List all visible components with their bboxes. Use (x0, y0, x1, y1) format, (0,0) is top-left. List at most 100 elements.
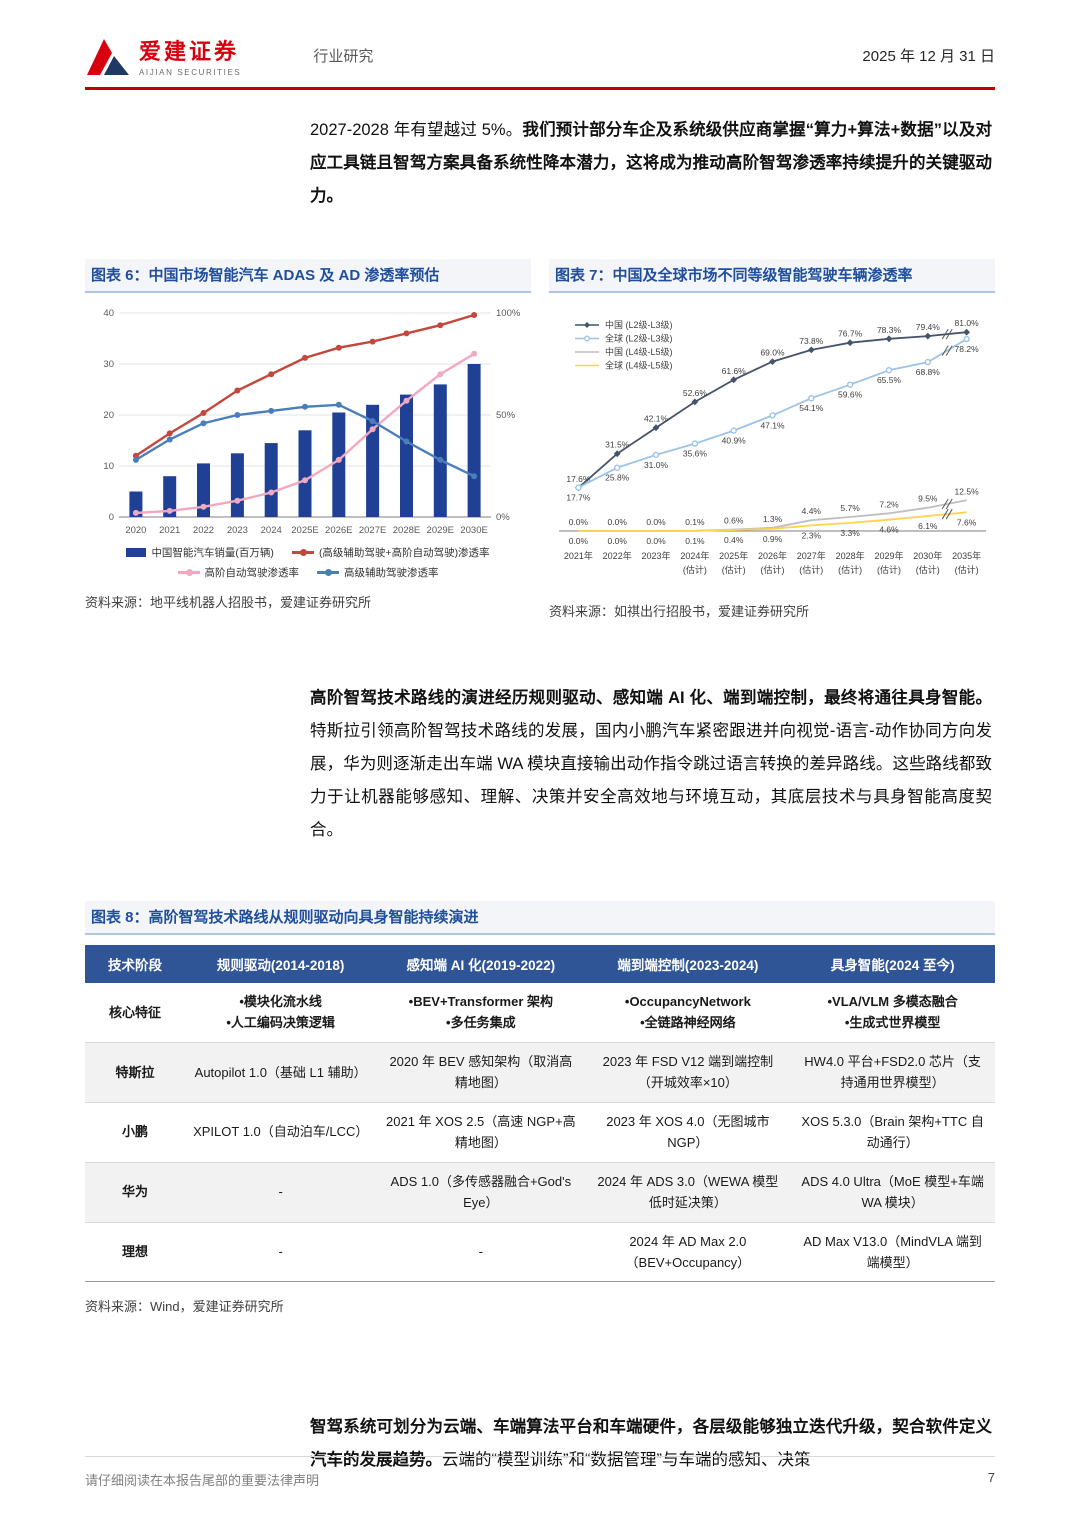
table-cell: HW4.0 平台+FSD2.0 芯片（支持通用世界模型） (790, 1042, 995, 1103)
table-cell-line: •模块化流水线 (239, 994, 322, 1009)
legend-label: 中国智能汽车销量(百万辆) (151, 547, 274, 559)
autonomy-level-penetration-chart: 17.6% 31.5% 42.1% 52.6% 61.6% 69.0% 73.8% 76.7%… (559, 318, 986, 575)
table-cell: - (185, 1222, 377, 1283)
svg-text:2030E: 2030E (460, 525, 487, 536)
brand-name-en: AIJIAN SECURITIES (139, 68, 242, 77)
figure6-legend: 中国智能汽车销量(百万辆) (高级辅助驾驶+高阶自动驾驶)渗透率高阶自动驾驶渗透率… (85, 545, 531, 580)
svg-text:(估计): (估计) (916, 564, 940, 575)
svg-text:0.1%: 0.1% (685, 536, 705, 546)
svg-text:7.2%: 7.2% (879, 499, 899, 509)
svg-text:0.9%: 0.9% (763, 534, 783, 544)
svg-text:2030年: 2030年 (913, 550, 942, 561)
table-cell-line: 2024 年 ADS 3.0（WEWA 模型低时延决策） (597, 1173, 779, 1211)
svg-text:100%: 100% (496, 308, 521, 319)
table-row: 华为 - ADS 1.0（多传感器融合+God's Eye） 2024 年 ADS 3… (85, 1162, 995, 1223)
svg-text:65.5%: 65.5% (877, 375, 902, 385)
table8-source: 资料来源：Wind，爱建证券研究所 (85, 1299, 284, 1315)
svg-text:76.7%: 76.7% (838, 329, 863, 339)
table-cell-line: ADS 4.0 Ultra（MoE 模型+车端 WA 模块） (801, 1173, 984, 1211)
svg-text:2022年: 2022年 (603, 550, 632, 561)
svg-text:42.1%: 42.1% (644, 414, 669, 424)
table-cell: 2021 年 XOS 2.5（高速 NGP+高精地图） (376, 1102, 586, 1163)
body-paragraph-2: 高阶智驾技术路线的演进经历规则驱动、感知端 AI 化、端到端控制，最终将通往具身… (310, 682, 992, 847)
table-cell: ADS 1.0（多传感器融合+God's Eye） (376, 1162, 586, 1223)
svg-text:2023年: 2023年 (641, 550, 670, 561)
text-run: 我们预计部分车企及系统级供应商掌握“算力+算法+数据”以及对应工具链且智驾方案具… (310, 121, 992, 205)
table-cell: 2023 年 FSD V12 端到端控制（开城效率×10） (585, 1042, 791, 1103)
legend-label: 高阶自动驾驶渗透率 (204, 567, 300, 579)
table-cell: •模块化流水线 •人工编码决策逻辑 (185, 983, 377, 1043)
svg-text:2020: 2020 (125, 525, 146, 536)
svg-text:0.0%: 0.0% (608, 517, 628, 527)
legend-item: 高级辅助驾驶渗透率 (317, 565, 439, 580)
figure-8: 图表 8：高阶智驾技术路线从规则驱动向具身智能持续演进 技术阶段 规则驱动(201… (85, 901, 995, 1315)
table-cell-line: •VLA/VLM 多模态融合 (827, 994, 958, 1009)
svg-text:中国 (L2级-L3级): 中国 (L2级-L3级) (605, 319, 673, 330)
table-cell: 2023 年 XOS 4.0（无图城市 NGP） (585, 1102, 791, 1163)
svg-text:78.3%: 78.3% (877, 325, 902, 335)
table-cell: •VLA/VLM 多模态融合 •生成式世界模型 (790, 983, 995, 1043)
table-row: 理想 - - 2024 年 AD Max 2.0（BEV+Occupancy） AD M… (85, 1222, 995, 1283)
table-cell: ADS 4.0 Ultra（MoE 模型+车端 WA 模块） (790, 1162, 995, 1223)
table-cell-line: XPILOT 1.0（自动泊车/LCC） (193, 1124, 369, 1140)
line-legend-swatch (291, 548, 314, 556)
table-cell: •BEV+Transformer 架构 •多任务集成 (376, 983, 586, 1043)
aijian-logo-icon (87, 38, 129, 75)
figure-6: 图表 6：中国市场智能汽车 ADAS 及 AD 渗透率预估 0 10 20 30 40 0… (85, 259, 531, 620)
report-date: 2025 年 12 月 31 日 (862, 48, 995, 65)
svg-text:17.7%: 17.7% (566, 493, 591, 503)
svg-text:全球 (L2级-L3级): 全球 (L2级-L3级) (605, 333, 673, 344)
legend-dot (299, 548, 307, 556)
svg-text:2029年: 2029年 (874, 550, 903, 561)
table-cell-line: HW4.0 平台+FSD2.0 芯片（支持通用世界模型） (804, 1053, 981, 1091)
body-paragraph-1: 2027-2028 年有望越过 5%。我们预计部分车企及系统级供应商掌握“算力+… (310, 114, 992, 213)
svg-text:0%: 0% (496, 512, 510, 523)
header-divider (85, 87, 995, 90)
table-cell: 2024 年 ADS 3.0（WEWA 模型低时延决策） (585, 1162, 791, 1223)
svg-text:0.0%: 0.0% (569, 517, 589, 527)
svg-text:2028年: 2028年 (836, 550, 865, 561)
svg-text:(估计): (估计) (761, 564, 785, 575)
page-footer: 请仔细阅读在本报告尾部的重要法律声明 7 (85, 1456, 995, 1489)
table-cell: - (185, 1162, 377, 1223)
table-cell: XPILOT 1.0（自动泊车/LCC） (185, 1102, 377, 1163)
svg-text:2023: 2023 (227, 525, 248, 536)
brand-name: 爱建证券 (139, 39, 240, 64)
svg-text:2027E: 2027E (359, 525, 386, 536)
line-legend-swatch (317, 568, 339, 576)
svg-text:2.3%: 2.3% (802, 530, 822, 540)
legend-item: 中国智能汽车销量(百万辆) (126, 545, 274, 560)
legend-item: (高级辅助驾驶+高阶自动驾驶)渗透率 (291, 545, 490, 560)
svg-text:50%: 50% (496, 410, 516, 421)
svg-text:0.6%: 0.6% (724, 516, 744, 526)
table-cell-line: •全链路神经网络 (640, 1015, 736, 1031)
figure6-source: 资料来源：地平线机器人招股书，爱建证券研究所 (85, 595, 372, 610)
svg-text:30: 30 (103, 359, 114, 370)
line-legend-swatch (177, 568, 200, 576)
svg-text:0: 0 (109, 512, 114, 523)
table-header-cell: 规则驱动(2014-2018) (185, 945, 377, 983)
svg-text:78.2%: 78.2% (955, 344, 980, 354)
svg-text:59.6%: 59.6% (838, 390, 863, 400)
table-cell-line: •BEV+Transformer 架构 (408, 994, 554, 1009)
table-cell: AD Max V13.0（MindVLA 端到端模型） (790, 1222, 995, 1283)
footer-disclaimer: 请仔细阅读在本报告尾部的重要法律声明 (85, 1473, 320, 1488)
table-cell: XOS 5.3.0（Brain 架构+TTC 自动通行） (790, 1102, 995, 1163)
table-cell-line: 2023 年 FSD V12 端到端控制（开城效率×10） (602, 1053, 774, 1091)
svg-text:2025E: 2025E (291, 525, 318, 536)
svg-text:0.0%: 0.0% (569, 536, 589, 546)
table-cell-line: Autopilot 1.0（基础 L1 辅助） (194, 1064, 367, 1080)
table-row: 核心特征 •模块化流水线 •人工编码决策逻辑 •BEV+Transformer 架构 •… (85, 983, 995, 1043)
brand: 爱建证券 AIJIAN SECURITIES (85, 34, 241, 77)
table-cell-line: - (478, 1244, 483, 1260)
tech-route-table-head-row: 技术阶段 规则驱动(2014-2018) 感知端 AI 化(2019-2022) 端到… (85, 945, 995, 983)
table-header-cell: 端到端控制(2023-2024) (585, 945, 791, 983)
svg-text:12.5%: 12.5% (955, 486, 980, 496)
svg-text:2029E: 2029E (427, 525, 454, 536)
svg-text:2022: 2022 (193, 525, 214, 536)
figures-row: 图表 6：中国市场智能汽车 ADAS 及 AD 渗透率预估 0 10 20 30 40 0… (85, 259, 995, 620)
svg-text:54.1%: 54.1% (799, 403, 824, 413)
table-row: 特斯拉 Autopilot 1.0（基础 L1 辅助） 2020 年 BEV 感知架… (85, 1042, 995, 1103)
text-run: 特斯拉引领高阶智驾技术路线的发展，国内小鹏汽车紧密跟进并向视觉-语言-动作协同方… (310, 722, 992, 839)
